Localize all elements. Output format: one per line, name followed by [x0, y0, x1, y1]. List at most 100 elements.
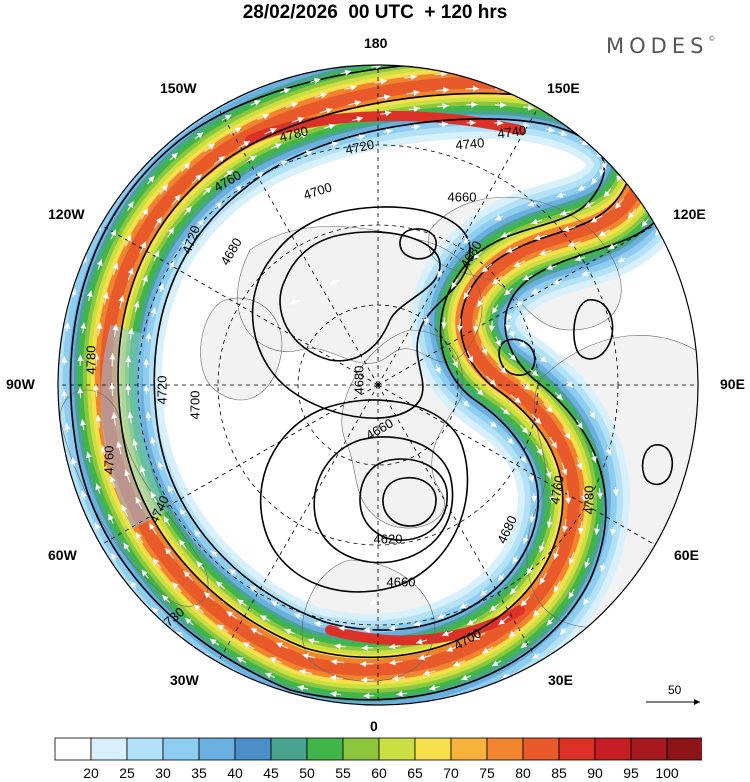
wind-vector	[303, 150, 313, 156]
wind-vector	[546, 264, 557, 271]
wind-vector	[562, 428, 571, 440]
wind-vector	[576, 419, 583, 430]
wind-vector	[556, 192, 566, 198]
wind-vector	[617, 256, 626, 263]
contour-label: 4760	[101, 446, 116, 475]
wind-vector	[223, 169, 234, 178]
wind-vector	[194, 131, 204, 140]
wind-vector	[563, 113, 575, 120]
wind-vector	[442, 630, 453, 637]
wind-vector	[193, 604, 205, 614]
map-title: 28/02/2026 00 UTC + 120 hrs	[242, 2, 508, 23]
wind-vector	[513, 260, 526, 268]
wind-vector	[415, 638, 428, 645]
wind-vector	[589, 411, 596, 419]
wind-vector	[565, 490, 572, 504]
wind-vector	[519, 341, 527, 348]
wind-vector	[196, 561, 205, 570]
wind-vector	[102, 292, 109, 305]
wind-vector	[237, 598, 247, 607]
wind-vector	[618, 126, 629, 136]
wind-vector	[436, 269, 444, 278]
wind-vector	[491, 660, 502, 667]
colorbar-level-label: 50	[299, 765, 315, 781]
height-contour	[117, 92, 632, 659]
wind-vector	[520, 596, 530, 607]
wind-vector	[411, 124, 421, 131]
wind-vector	[539, 541, 545, 553]
wind-vector	[463, 287, 472, 300]
wind-vector	[616, 66, 626, 73]
wind-vector	[289, 298, 301, 305]
wind-vector	[110, 552, 118, 561]
contour-label: 4740	[496, 123, 527, 142]
wind-vector	[500, 231, 512, 238]
wind-vector	[605, 447, 612, 456]
contour-label: 4760	[547, 474, 567, 505]
wind-vector	[497, 573, 505, 582]
wind-vector	[576, 457, 583, 470]
wind-vector	[559, 627, 567, 635]
wind-vector	[249, 428, 261, 435]
wind-vector	[243, 86, 253, 93]
wind-vector	[545, 467, 552, 479]
wind-vector	[527, 200, 537, 207]
wind-vector	[260, 614, 271, 622]
wind-vector	[473, 632, 486, 641]
wind-vector	[614, 198, 624, 210]
wind-vector	[123, 542, 130, 553]
reference-vector-arrow	[646, 699, 700, 705]
wind-vector	[528, 473, 534, 483]
colorbar-level-label: 55	[335, 765, 351, 781]
wind-vector	[577, 67, 589, 74]
wind-vector	[437, 103, 449, 110]
wind-vector	[109, 382, 116, 397]
wind-vector	[489, 603, 499, 612]
longitude-label: 90W	[6, 376, 35, 392]
wind-vector	[64, 423, 71, 433]
meridian	[100, 384, 379, 546]
wind-vector	[338, 625, 348, 632]
wind-vector	[522, 104, 535, 111]
wind-vector	[612, 486, 619, 496]
height-contour	[498, 338, 536, 376]
wind-vector	[543, 402, 553, 413]
wind-vector	[560, 65, 572, 69]
wind-vector	[236, 656, 247, 664]
wind-vector	[552, 278, 562, 285]
wind-vector	[466, 618, 477, 626]
wind-vector	[107, 513, 114, 524]
wind-vector	[501, 673, 510, 680]
wind-vector	[80, 322, 87, 334]
colorbar-swatch	[486, 737, 524, 761]
wind-vector	[305, 65, 315, 70]
wind-vector	[477, 295, 485, 308]
wind-vector	[100, 445, 107, 459]
wind-vector	[507, 437, 514, 445]
wind-vector	[489, 421, 498, 428]
wind-vector	[641, 218, 649, 228]
wind-vector	[485, 375, 497, 386]
wind-vector	[435, 365, 441, 374]
wind-vector	[183, 206, 192, 216]
wind-vector	[331, 710, 340, 711]
wind-vector	[246, 155, 257, 162]
height-contour	[382, 476, 437, 527]
colorbar-level-label: 25	[119, 765, 135, 781]
wind-vector	[526, 72, 540, 79]
wind-vector	[610, 526, 617, 536]
wind-vector	[584, 557, 591, 569]
wind-vector	[219, 498, 231, 505]
wind-vector	[456, 318, 463, 332]
contour-label: 4720	[344, 137, 375, 158]
height-contour	[399, 228, 437, 260]
contour-label: 4660	[387, 574, 416, 589]
wind-vector	[566, 380, 574, 388]
wind-vector	[285, 102, 299, 108]
land-area	[200, 298, 282, 400]
wind-vector	[249, 585, 258, 592]
wind-vector	[434, 71, 448, 78]
wind-vector	[110, 229, 117, 240]
wind-vector	[172, 582, 182, 592]
wind-vector	[249, 558, 261, 565]
